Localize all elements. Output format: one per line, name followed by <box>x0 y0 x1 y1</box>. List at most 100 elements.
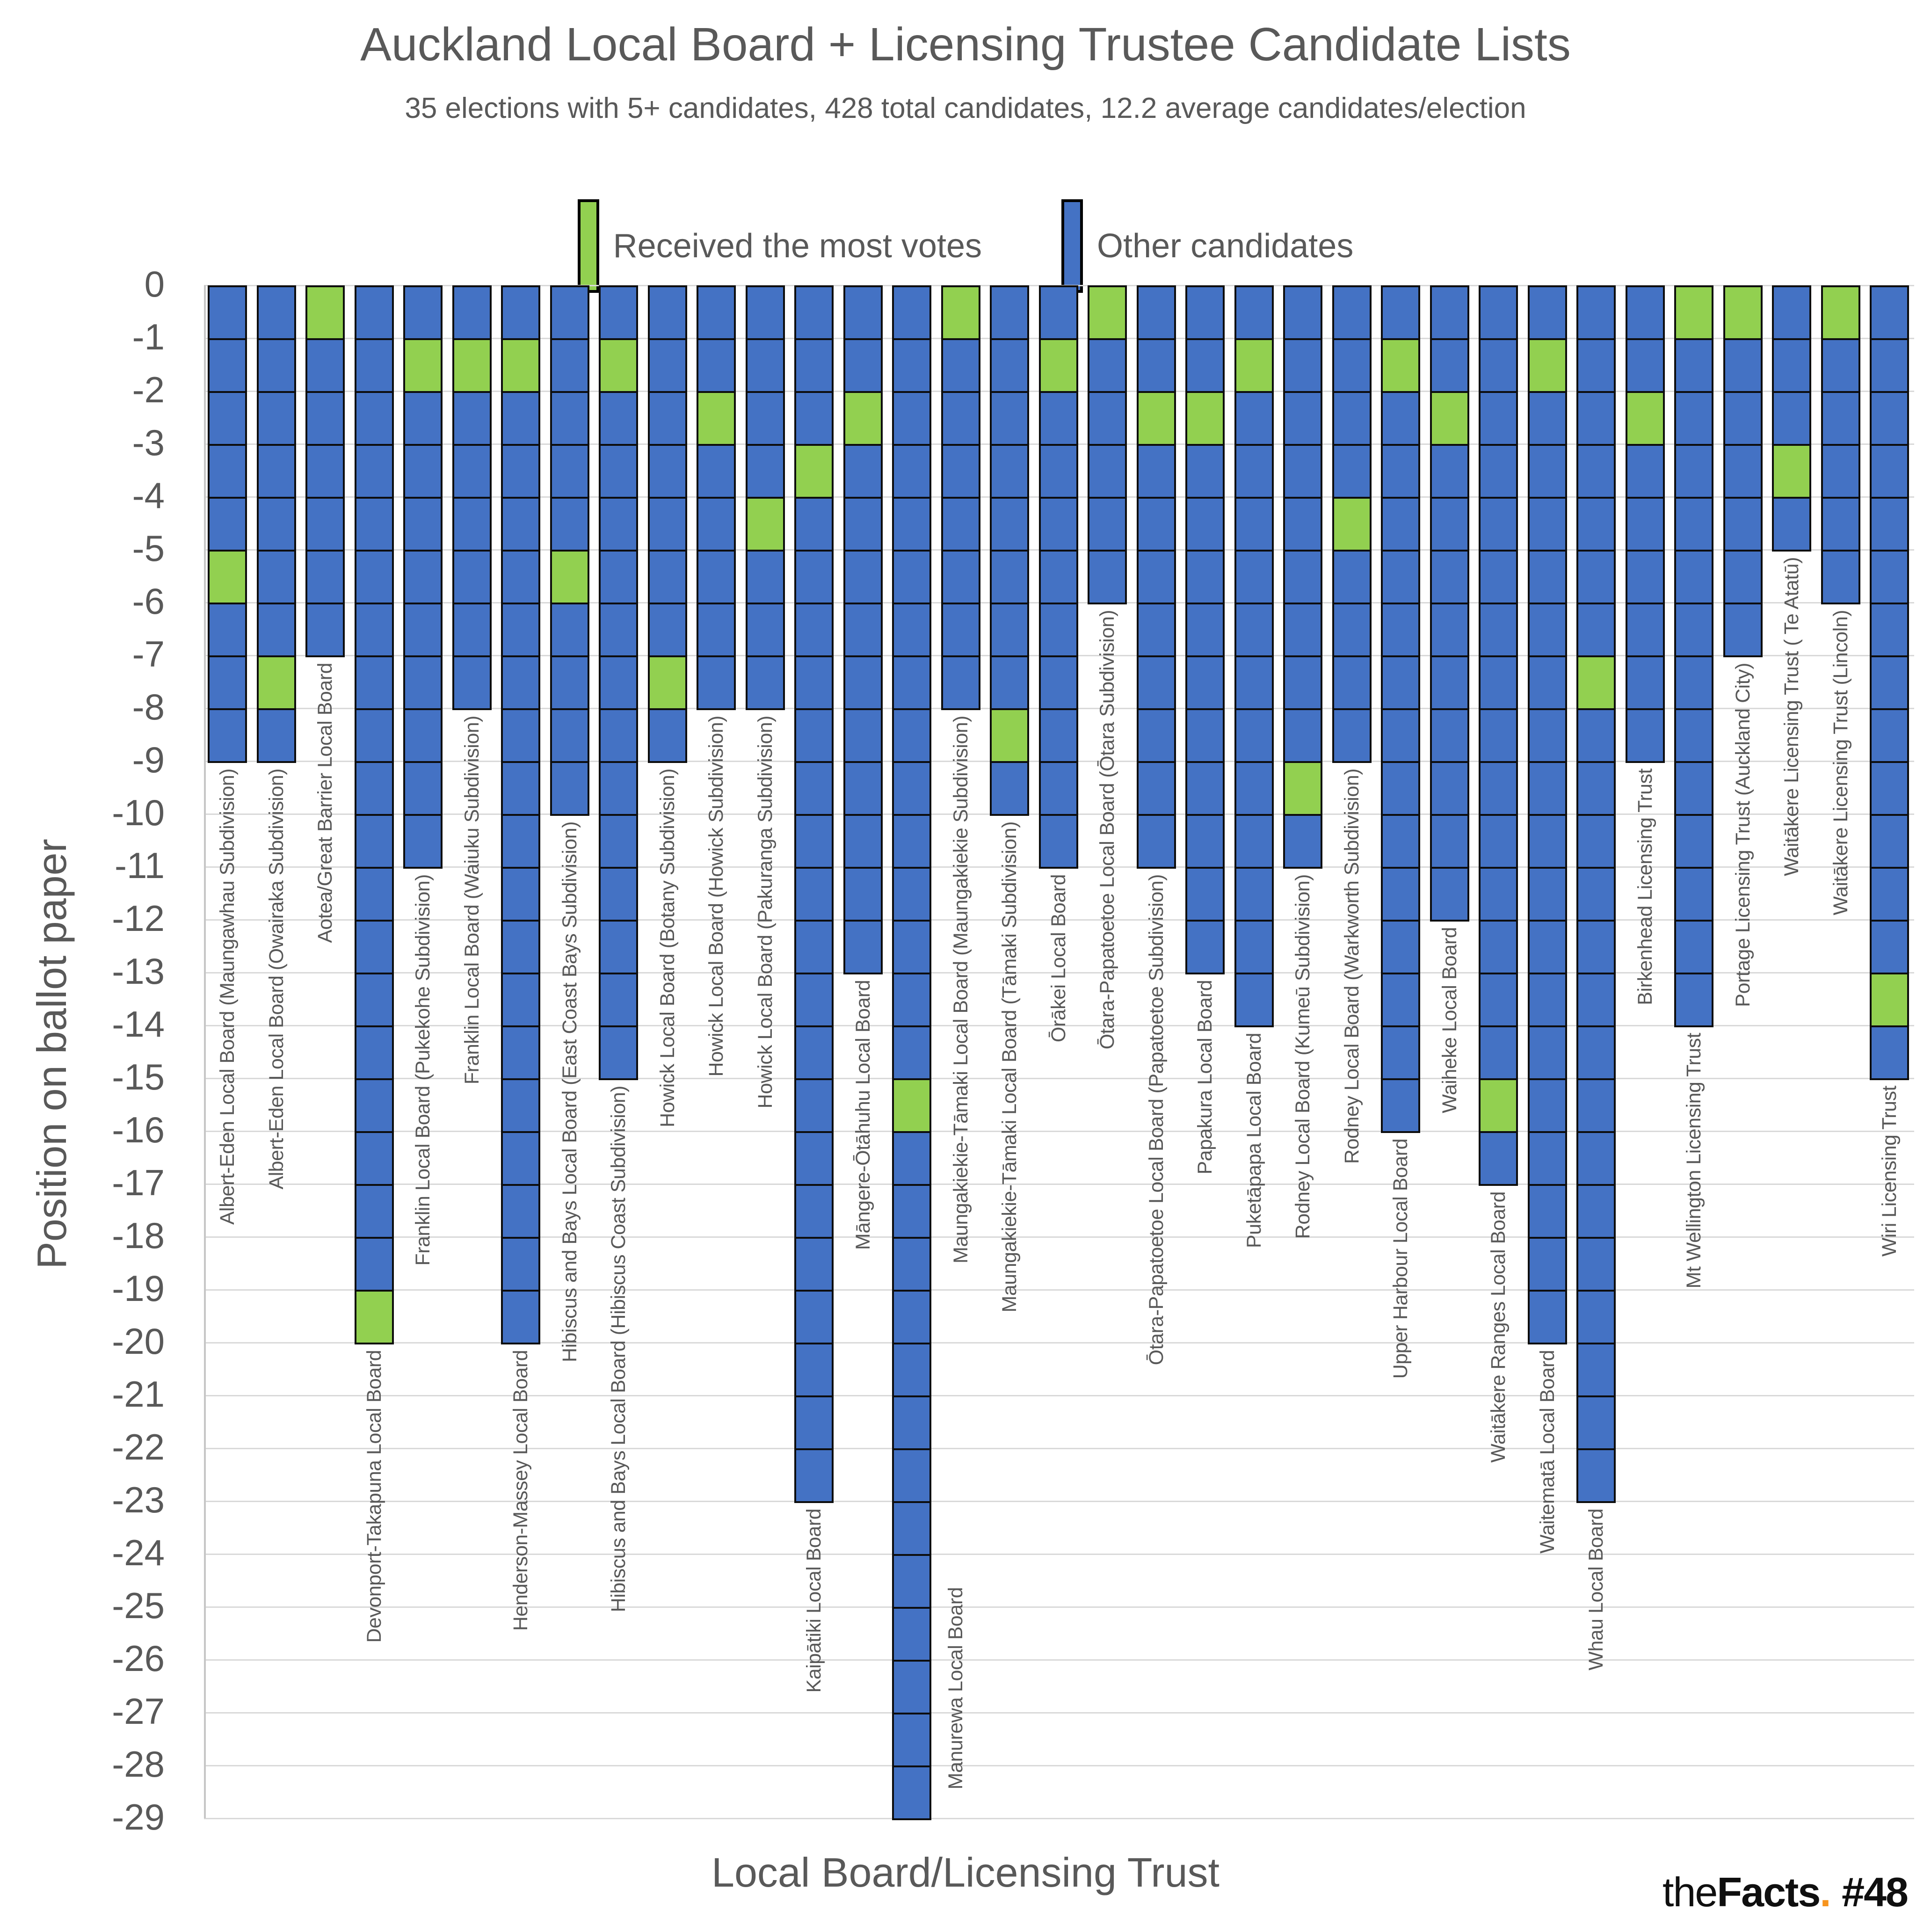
candidate-cell <box>990 761 1029 816</box>
candidate-cell <box>1381 708 1420 763</box>
y-tick-label: -5 <box>132 528 165 569</box>
candidate-cell <box>1332 603 1372 657</box>
candidate-cell <box>1283 655 1322 710</box>
candidate-cell <box>990 655 1029 710</box>
y-tick-label: 0 <box>144 263 165 305</box>
x-axis-title: Local Board/Licensing Trust <box>711 1849 1220 1896</box>
candidate-cell <box>697 655 736 710</box>
candidate-cell <box>1381 497 1420 552</box>
winner-cell <box>1479 1078 1518 1133</box>
candidate-cell <box>990 338 1029 393</box>
candidate-cell <box>794 391 834 446</box>
candidate-cell <box>599 708 638 763</box>
candidate-cell <box>1381 1025 1420 1080</box>
candidate-cell <box>1136 761 1176 816</box>
candidate-cell <box>354 708 394 763</box>
y-tick-label: -7 <box>132 633 165 675</box>
y-tick-label: -1 <box>132 316 165 357</box>
y-tick-label: -19 <box>112 1268 165 1309</box>
candidate-cell <box>1430 338 1469 393</box>
candidate-cell <box>501 655 540 710</box>
candidate-cell <box>892 1607 931 1662</box>
candidate-cell <box>1870 920 1909 974</box>
candidate-cell <box>843 603 883 657</box>
y-tick-label: -23 <box>112 1479 165 1520</box>
legend-label-other: Other candidates <box>1097 227 1354 265</box>
candidate-cell <box>1430 603 1469 657</box>
candidate-cell <box>1185 708 1225 763</box>
candidate-cell <box>501 708 540 763</box>
candidate-cell <box>1381 391 1420 446</box>
candidate-cell <box>892 1554 931 1609</box>
candidate-cell <box>892 655 931 710</box>
candidate-cell <box>1332 655 1372 710</box>
candidate-cell <box>550 603 589 657</box>
candidate-cell <box>794 1343 834 1397</box>
candidate-cell <box>1576 338 1616 393</box>
candidate-cell <box>1625 285 1665 340</box>
candidate-cell <box>1283 391 1322 446</box>
gridline <box>204 1501 1914 1502</box>
candidate-cell <box>305 550 345 604</box>
candidate-cell <box>1283 708 1322 763</box>
candidate-cell <box>1234 550 1274 604</box>
candidate-cell <box>1674 603 1713 657</box>
candidate-cell <box>1136 655 1176 710</box>
candidate-cell <box>1527 973 1567 1027</box>
winner-cell <box>647 655 687 710</box>
candidate-cell <box>1576 550 1616 604</box>
candidate-cell <box>1870 708 1909 763</box>
candidate-cell <box>354 814 394 869</box>
candidate-cell <box>1479 285 1518 340</box>
candidate-cell <box>1234 444 1274 499</box>
candidate-cell <box>697 444 736 499</box>
candidate-cell <box>1576 814 1616 869</box>
candidate-cell <box>1430 497 1469 552</box>
y-tick-label: -21 <box>112 1373 165 1415</box>
candidate-cell <box>1038 550 1078 604</box>
gridline <box>204 919 1914 921</box>
brand-dot: . <box>1820 1869 1831 1915</box>
y-tick-label: -15 <box>112 1056 165 1097</box>
candidate-cell <box>501 1131 540 1186</box>
y-tick-label: -17 <box>112 1162 165 1203</box>
candidate-cell <box>1185 867 1225 922</box>
candidate-cell <box>1870 867 1909 922</box>
candidate-cell <box>1479 973 1518 1027</box>
candidate-cell <box>1332 444 1372 499</box>
winner-cell <box>501 338 540 393</box>
column-label: Waitākere Ranges Local Board <box>1487 1191 1510 1463</box>
candidate-cell <box>1038 761 1078 816</box>
gridline <box>204 1131 1914 1132</box>
column-label: Maungakiekie-Tāmaki Local Board (Tāmaki … <box>998 821 1021 1313</box>
candidate-cell <box>892 1395 931 1450</box>
candidate-cell <box>843 920 883 974</box>
candidate-cell <box>1479 338 1518 393</box>
column-label: Waitematā Local Board <box>1536 1350 1559 1554</box>
candidate-cell <box>1576 1448 1616 1503</box>
candidate-cell <box>1870 603 1909 657</box>
candidate-cell <box>1527 814 1567 869</box>
candidate-cell <box>1088 338 1127 393</box>
candidate-cell <box>305 338 345 393</box>
candidate-cell <box>990 497 1029 552</box>
candidate-cell <box>599 497 638 552</box>
candidate-cell <box>1625 655 1665 710</box>
candidate-cell <box>1381 655 1420 710</box>
winner-cell <box>403 338 443 393</box>
candidate-cell <box>794 1448 834 1503</box>
candidate-cell <box>1576 285 1616 340</box>
winner-cell <box>1870 973 1909 1027</box>
candidate-cell <box>1479 655 1518 710</box>
candidate-cell <box>403 655 443 710</box>
candidate-cell <box>1234 708 1274 763</box>
candidate-cell <box>550 285 589 340</box>
candidate-cell <box>1234 655 1274 710</box>
winner-cell <box>1772 444 1811 499</box>
legend-label-winner: Received the most votes <box>613 227 982 265</box>
candidate-cell <box>1038 708 1078 763</box>
candidate-cell <box>452 444 492 499</box>
candidate-cell <box>1185 920 1225 974</box>
candidate-cell <box>1430 867 1469 922</box>
